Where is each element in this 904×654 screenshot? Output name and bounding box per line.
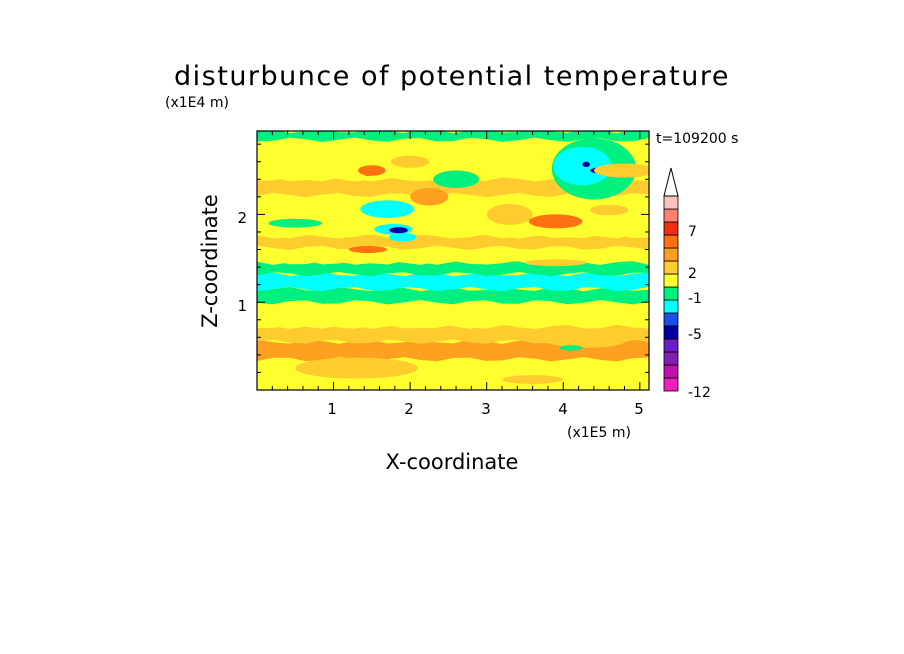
contour-band bbox=[257, 324, 649, 344]
plot-frame bbox=[256, 130, 650, 391]
contour-blob bbox=[410, 188, 449, 206]
time-label: t=109200 s bbox=[656, 131, 738, 147]
colorbar bbox=[663, 167, 679, 392]
contour-band bbox=[257, 382, 649, 390]
contour-band bbox=[257, 271, 649, 292]
contour-blob bbox=[389, 227, 408, 234]
colorbar-level-label: -12 bbox=[688, 385, 711, 401]
colorbar-swatch bbox=[663, 221, 679, 236]
colorbar-level-label: 7 bbox=[688, 224, 697, 240]
x-tick-label: 1 bbox=[327, 400, 337, 418]
contour-band bbox=[257, 300, 649, 314]
contour-blob bbox=[501, 375, 564, 384]
contour-blob bbox=[553, 146, 612, 186]
axis-ticks bbox=[257, 131, 649, 390]
contour-blob bbox=[360, 200, 415, 218]
colorbar-swatch bbox=[663, 299, 679, 314]
colorbar-swatch bbox=[663, 273, 679, 288]
contour-blob bbox=[525, 259, 587, 267]
contour-field bbox=[257, 131, 649, 390]
chart-title: disturbunce of potential temperature bbox=[174, 61, 730, 92]
contour-band bbox=[257, 131, 649, 142]
colorbar-swatch bbox=[663, 377, 679, 392]
contour-band bbox=[257, 234, 649, 250]
colorbar-level-label: -5 bbox=[688, 327, 702, 343]
contour-blob bbox=[348, 246, 388, 253]
y-tick-label: 2 bbox=[237, 209, 247, 227]
colorbar-swatch bbox=[663, 312, 679, 327]
x-tick-label: 4 bbox=[558, 400, 568, 418]
contour-band bbox=[257, 159, 649, 182]
contour-blob bbox=[388, 232, 417, 242]
colorbar-swatch bbox=[663, 351, 679, 366]
y-tick-label: 1 bbox=[237, 297, 247, 315]
x-unit-label: (x1E5 m) bbox=[567, 425, 631, 441]
contour-blob bbox=[593, 163, 649, 178]
y-axis-label: Z-coordinate bbox=[198, 194, 222, 328]
contour-blob bbox=[391, 155, 430, 168]
contour-band bbox=[257, 192, 649, 210]
colorbar-level-label: 2 bbox=[688, 266, 697, 282]
x-axis-label: X-coordinate bbox=[386, 450, 519, 474]
y-unit-label: (x1E4 m) bbox=[165, 95, 229, 111]
contour-band bbox=[257, 137, 649, 151]
contour-band bbox=[257, 308, 649, 329]
x-tick-label: 2 bbox=[404, 400, 414, 418]
contour-blob bbox=[582, 161, 590, 167]
contour-band bbox=[257, 339, 649, 362]
colorbar-swatch bbox=[663, 208, 679, 223]
contour-blob bbox=[268, 218, 323, 228]
contour-band bbox=[257, 286, 649, 305]
colorbar-extend-arrow bbox=[663, 167, 679, 197]
contour-blob bbox=[559, 345, 583, 351]
colorbar-swatch bbox=[663, 286, 679, 301]
colorbar-swatch bbox=[663, 247, 679, 262]
contour-band bbox=[257, 146, 649, 164]
contour-blob bbox=[528, 214, 583, 229]
contour-blob bbox=[486, 203, 533, 225]
colorbar-swatch bbox=[663, 364, 679, 379]
contour-blob bbox=[590, 204, 629, 216]
colorbar-level-label: -1 bbox=[688, 291, 702, 307]
colorbar-swatch bbox=[663, 325, 679, 340]
contour-blob bbox=[547, 335, 625, 348]
contour-blob bbox=[433, 170, 480, 189]
colorbar-swatch bbox=[663, 234, 679, 249]
contour-blob bbox=[363, 170, 373, 177]
x-tick-label: 5 bbox=[634, 400, 644, 418]
colorbar-swatch bbox=[663, 260, 679, 275]
colorbar-swatch bbox=[663, 338, 679, 353]
contour-blob bbox=[295, 357, 418, 379]
colorbar-swatch bbox=[663, 195, 679, 210]
x-tick-label: 3 bbox=[481, 400, 491, 418]
